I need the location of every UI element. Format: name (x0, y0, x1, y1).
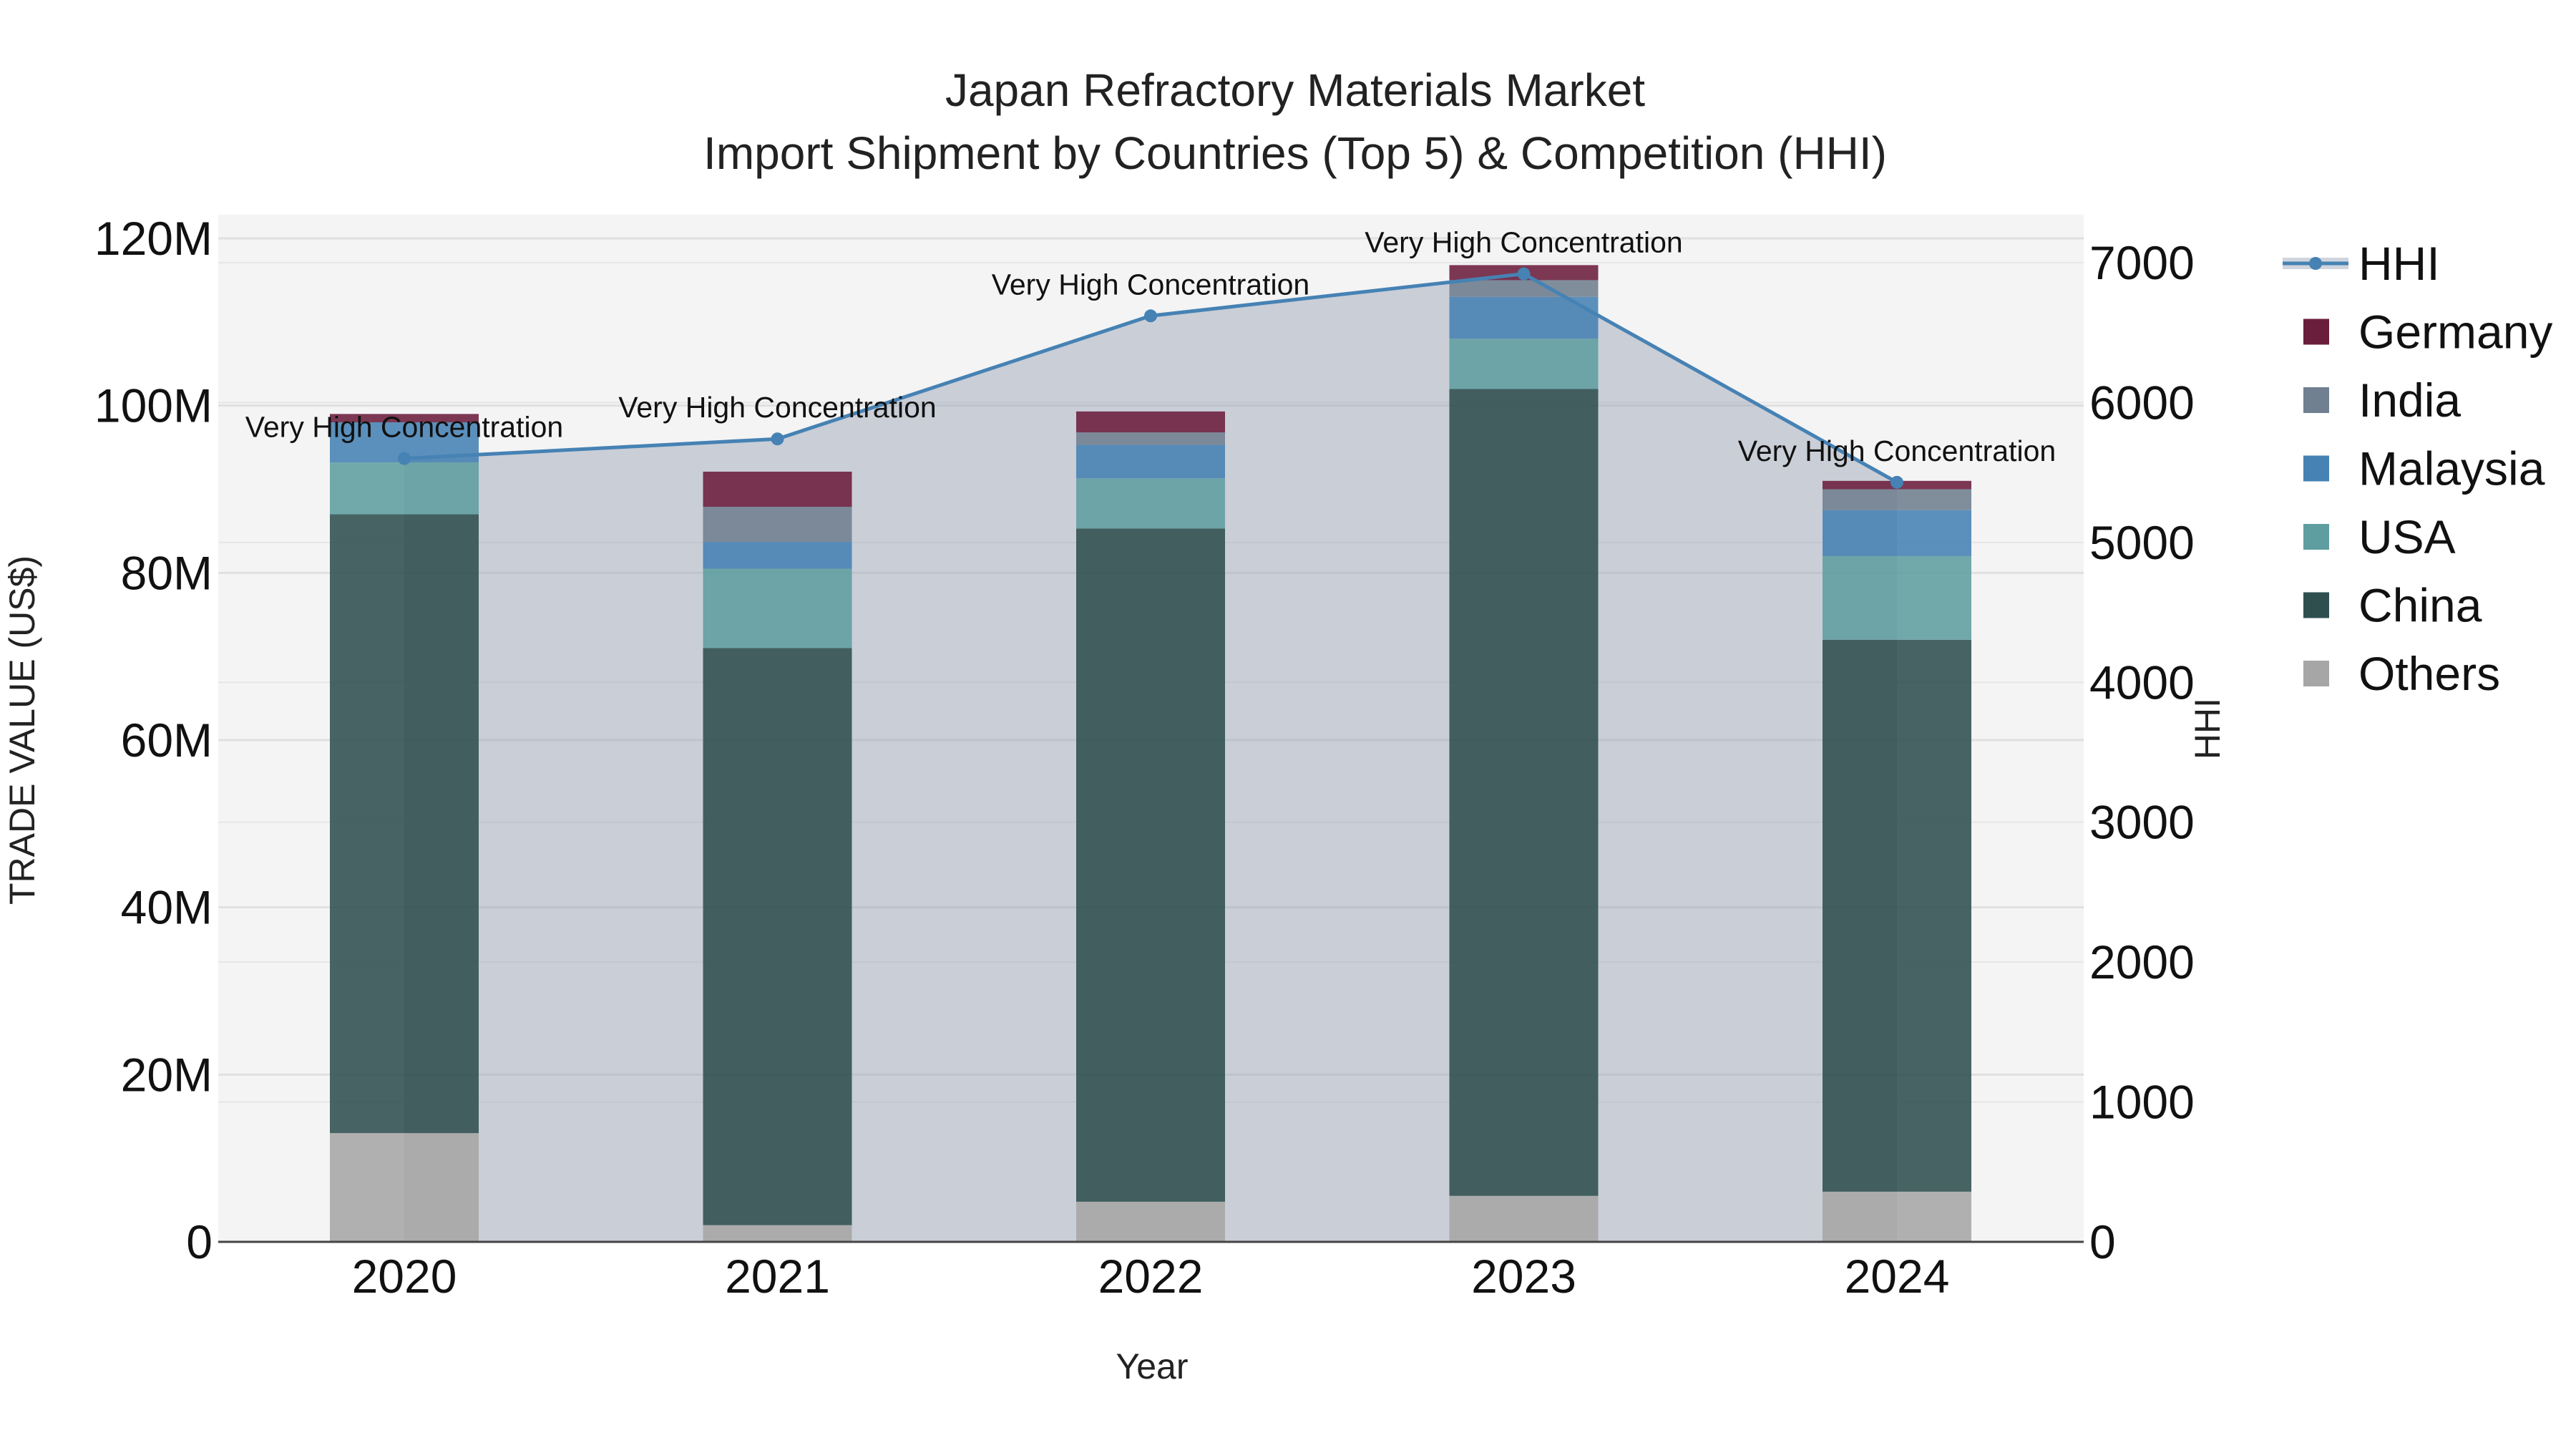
legend-swatch-germany[interactable] (2303, 319, 2329, 345)
legend-swatch-usa[interactable] (2303, 524, 2329, 550)
bar-others-2024[interactable] (1823, 1191, 1971, 1242)
y-axis-title: TRADE VALUE (US$) (2, 555, 42, 905)
y2-tick-label: 7000 (2089, 236, 2195, 289)
bar-india-2021[interactable] (703, 507, 852, 543)
bar-others-2022[interactable] (1076, 1201, 1225, 1242)
bar-others-2023[interactable] (1449, 1195, 1599, 1242)
bar-malaysia-2021[interactable] (703, 542, 852, 569)
y-tick-label: 120M (94, 212, 213, 265)
y-tick-label: 100M (94, 379, 213, 432)
y2-tick-label: 4000 (2089, 656, 2195, 709)
y2-tick-label: 0 (2089, 1215, 2116, 1268)
legend-swatch-china[interactable] (2303, 592, 2329, 618)
bar-malaysia-2024[interactable] (1823, 510, 1971, 556)
legend-swatch-india[interactable] (2303, 387, 2329, 413)
bar-china-2022[interactable] (1076, 528, 1225, 1202)
legend-swatch-others[interactable] (2303, 661, 2329, 686)
x-tick-label-2023: 2023 (1471, 1250, 1576, 1303)
bar-china-2023[interactable] (1449, 389, 1599, 1196)
y-tick-label: 40M (121, 881, 213, 934)
bar-china-2020[interactable] (330, 514, 479, 1134)
y2-tick-label: 3000 (2089, 796, 2195, 849)
y2-tick-label: 6000 (2089, 376, 2195, 429)
bar-others-2021[interactable] (703, 1225, 852, 1242)
bar-china-2021[interactable] (703, 648, 852, 1225)
legend-label-india[interactable]: India (2358, 374, 2461, 427)
chart-title-line-2: Import Shipment by Countries (Top 5) & C… (703, 127, 1887, 179)
bar-germany-2022[interactable] (1076, 411, 1225, 433)
hhi-annotation-2022: Very High Concentration (992, 268, 1309, 301)
y2-axis-title: HHI (2187, 698, 2228, 759)
legend-label-malaysia[interactable]: Malaysia (2358, 442, 2545, 495)
hhi-point-2020[interactable] (398, 452, 411, 465)
bar-germany-2020[interactable] (330, 414, 479, 423)
x-tick-label-2021: 2021 (725, 1250, 830, 1303)
hhi-annotation-2020: Very High Concentration (245, 411, 563, 444)
legend-label-germany[interactable]: Germany (2358, 306, 2552, 359)
bar-others-2020[interactable] (330, 1133, 479, 1242)
chart-title-line-1: Japan Refractory Materials Market (945, 64, 1645, 116)
bar-usa-2021[interactable] (703, 568, 852, 648)
bar-usa-2022[interactable] (1076, 478, 1225, 529)
legend-label-china[interactable]: China (2358, 579, 2482, 632)
y2-tick-label: 2000 (2089, 936, 2195, 988)
bar-usa-2024[interactable] (1823, 555, 1971, 640)
y-tick-label: 20M (121, 1048, 213, 1101)
y2-tick-label: 1000 (2089, 1076, 2195, 1129)
hhi-point-2024[interactable] (1890, 475, 1903, 489)
legend-label-hhi[interactable]: HHI (2358, 237, 2440, 290)
hhi-point-2023[interactable] (1517, 267, 1531, 281)
x-tick-label-2020: 2020 (352, 1250, 457, 1303)
bar-malaysia-2022[interactable] (1076, 444, 1225, 479)
hhi-point-2022[interactable] (1144, 309, 1157, 323)
legend-swatch-malaysia[interactable] (2303, 455, 2329, 482)
legend-swatch-hhi-marker[interactable] (2309, 257, 2322, 270)
legend-label-usa[interactable]: USA (2358, 510, 2456, 563)
y2-tick-label: 5000 (2089, 516, 2195, 569)
x-axis-title: Year (1116, 1346, 1188, 1386)
y-tick-label: 0 (186, 1215, 213, 1268)
bar-china-2024[interactable] (1823, 639, 1971, 1192)
bar-usa-2020[interactable] (330, 462, 479, 515)
bar-india-2022[interactable] (1076, 432, 1225, 445)
bar-germany-2021[interactable] (703, 471, 852, 507)
bar-india-2024[interactable] (1823, 489, 1971, 510)
hhi-annotation-2021: Very High Concentration (618, 391, 936, 424)
bar-usa-2023[interactable] (1449, 339, 1599, 389)
bar-india-2023[interactable] (1449, 280, 1599, 297)
y-tick-label: 60M (121, 714, 213, 767)
hhi-annotation-2024: Very High Concentration (1738, 434, 2056, 467)
x-tick-label-2022: 2022 (1098, 1250, 1204, 1303)
hhi-annotation-2023: Very High Concentration (1365, 226, 1682, 259)
x-tick-label-2024: 2024 (1845, 1250, 1950, 1303)
y-tick-label: 80M (121, 546, 213, 599)
legend-label-others[interactable]: Others (2358, 647, 2500, 700)
hhi-point-2021[interactable] (771, 432, 784, 446)
bar-malaysia-2023[interactable] (1449, 296, 1599, 339)
